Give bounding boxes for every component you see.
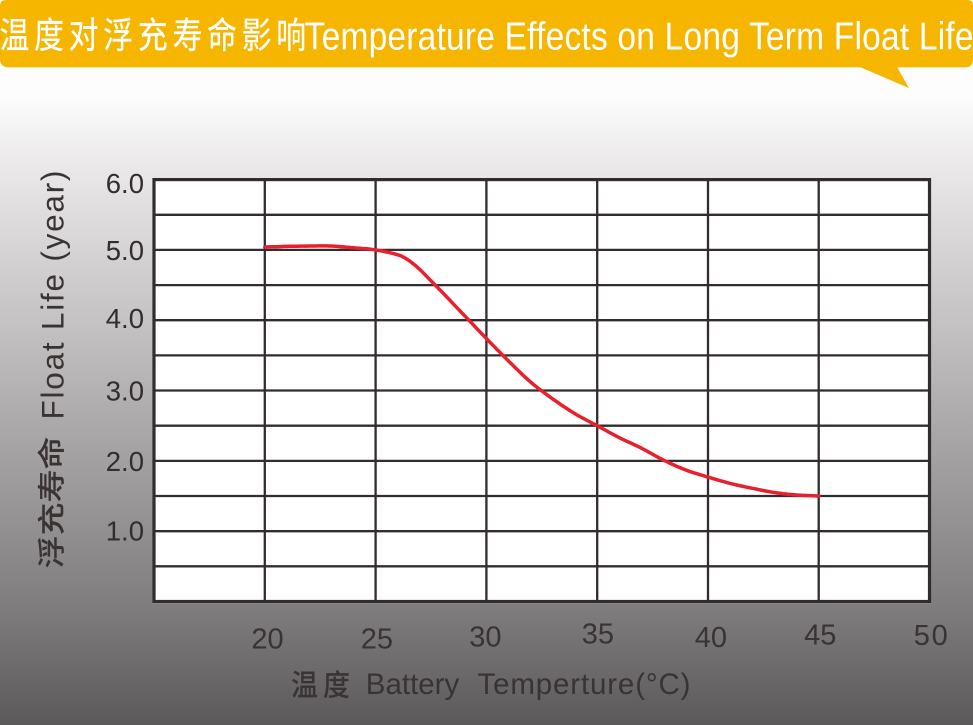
svg-text:Float Life (year): Float Life (year) (35, 171, 71, 420)
svg-text:30: 30 (469, 622, 501, 654)
svg-text:50: 50 (914, 620, 948, 652)
svg-text:4.0: 4.0 (106, 303, 144, 334)
svg-text:Temperature Effects on Long Te: Temperature Effects on Long Term Float L… (305, 14, 973, 58)
svg-text:Battery: Battery (366, 668, 460, 701)
svg-text:3.0: 3.0 (106, 376, 144, 407)
svg-text:5.0: 5.0 (106, 235, 144, 266)
svg-text:2.0: 2.0 (106, 446, 144, 477)
svg-text:6.0: 6.0 (106, 168, 144, 199)
svg-text:40: 40 (695, 622, 727, 654)
svg-text:1.0: 1.0 (106, 516, 144, 547)
svg-text:45: 45 (804, 620, 836, 652)
svg-text:20: 20 (251, 624, 283, 656)
svg-text:25: 25 (361, 624, 393, 656)
svg-text:35: 35 (582, 619, 614, 651)
svg-text:Temperture(°C): Temperture(°C) (478, 668, 691, 701)
